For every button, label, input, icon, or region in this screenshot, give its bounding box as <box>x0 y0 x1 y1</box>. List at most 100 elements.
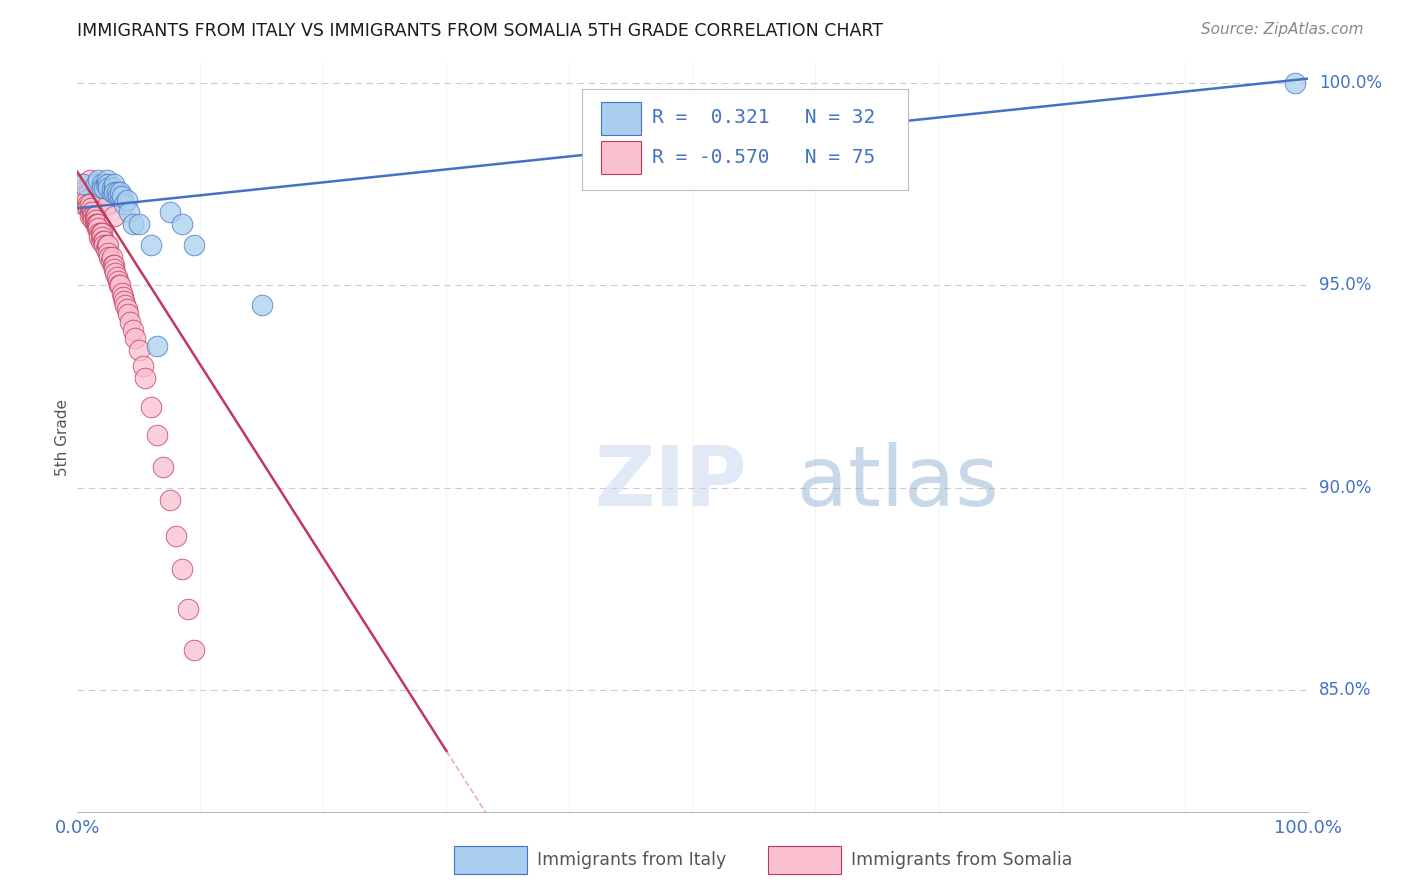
Point <box>112 294 135 309</box>
Point <box>84 218 107 232</box>
Point <box>97 197 120 211</box>
Point <box>75 189 97 203</box>
Point <box>114 298 136 312</box>
Point <box>97 177 120 191</box>
Point <box>170 562 193 576</box>
Point <box>101 250 124 264</box>
Point <box>103 262 125 277</box>
Point <box>107 274 129 288</box>
Point <box>104 266 127 280</box>
Point <box>146 428 169 442</box>
Point <box>77 201 100 215</box>
FancyBboxPatch shape <box>582 88 908 190</box>
Point <box>90 226 112 240</box>
Point <box>93 234 115 248</box>
Point <box>87 218 110 232</box>
Point <box>101 185 124 199</box>
Point <box>105 270 128 285</box>
Point <box>83 210 105 224</box>
Point <box>97 237 120 252</box>
Point <box>87 221 110 235</box>
Point <box>111 286 132 301</box>
FancyBboxPatch shape <box>602 141 641 174</box>
Point <box>121 323 143 337</box>
Point <box>93 181 115 195</box>
Point <box>103 210 125 224</box>
Point <box>79 173 101 187</box>
Point <box>87 173 110 187</box>
Point <box>100 253 122 268</box>
Point <box>121 218 143 232</box>
FancyBboxPatch shape <box>602 103 641 135</box>
Point <box>79 210 101 224</box>
Point <box>111 189 132 203</box>
Point <box>79 205 101 219</box>
Point <box>96 173 118 187</box>
Text: Immigrants from Somalia: Immigrants from Somalia <box>851 851 1071 869</box>
Point <box>108 278 131 293</box>
Point <box>77 197 100 211</box>
Point <box>82 210 104 224</box>
Point <box>90 229 114 244</box>
Point <box>73 193 96 207</box>
Point <box>103 185 125 199</box>
Point <box>96 237 118 252</box>
Point <box>72 177 94 191</box>
Point <box>141 400 163 414</box>
Point <box>94 242 117 256</box>
Text: 100.0%: 100.0% <box>1319 74 1382 92</box>
Point <box>72 197 94 211</box>
Point <box>159 492 181 507</box>
Point <box>112 197 135 211</box>
Text: Immigrants from Italy: Immigrants from Italy <box>537 851 727 869</box>
Point <box>84 177 107 191</box>
Point <box>97 181 120 195</box>
Point <box>124 331 146 345</box>
Point <box>82 210 104 224</box>
Text: Source: ZipAtlas.com: Source: ZipAtlas.com <box>1201 22 1364 37</box>
Point <box>94 177 117 191</box>
Point <box>1284 76 1306 90</box>
Text: 90.0%: 90.0% <box>1319 479 1371 497</box>
Point <box>90 234 112 248</box>
Point <box>146 339 169 353</box>
Point <box>91 234 114 248</box>
Point <box>110 278 132 293</box>
Point <box>93 237 115 252</box>
Text: atlas: atlas <box>797 442 998 523</box>
Point <box>101 258 124 272</box>
Point <box>250 298 273 312</box>
Point <box>177 602 200 616</box>
Point <box>86 221 108 235</box>
Point <box>90 185 114 199</box>
Text: 95.0%: 95.0% <box>1319 277 1371 294</box>
Text: R =  0.321   N = 32: R = 0.321 N = 32 <box>652 108 875 127</box>
Point <box>70 185 93 199</box>
Point <box>159 205 181 219</box>
Point <box>103 181 125 195</box>
Y-axis label: 5th Grade: 5th Grade <box>55 399 70 475</box>
Point <box>134 371 156 385</box>
Text: 85.0%: 85.0% <box>1319 681 1371 699</box>
Point <box>117 307 139 321</box>
Point <box>89 226 111 240</box>
Point <box>183 642 205 657</box>
Point <box>72 189 94 203</box>
Point <box>110 185 132 199</box>
Point <box>152 460 174 475</box>
Point <box>120 315 142 329</box>
Point <box>141 237 163 252</box>
Point <box>115 193 138 207</box>
Point <box>103 258 125 272</box>
Point <box>183 237 205 252</box>
Point <box>101 181 124 195</box>
Point <box>90 226 114 240</box>
Point <box>84 177 107 191</box>
Point <box>110 189 132 203</box>
Point <box>76 193 98 207</box>
Text: R = -0.570   N = 75: R = -0.570 N = 75 <box>652 148 875 167</box>
Point <box>131 359 153 374</box>
Point <box>103 177 125 191</box>
Point <box>115 302 138 317</box>
Point <box>80 201 103 215</box>
